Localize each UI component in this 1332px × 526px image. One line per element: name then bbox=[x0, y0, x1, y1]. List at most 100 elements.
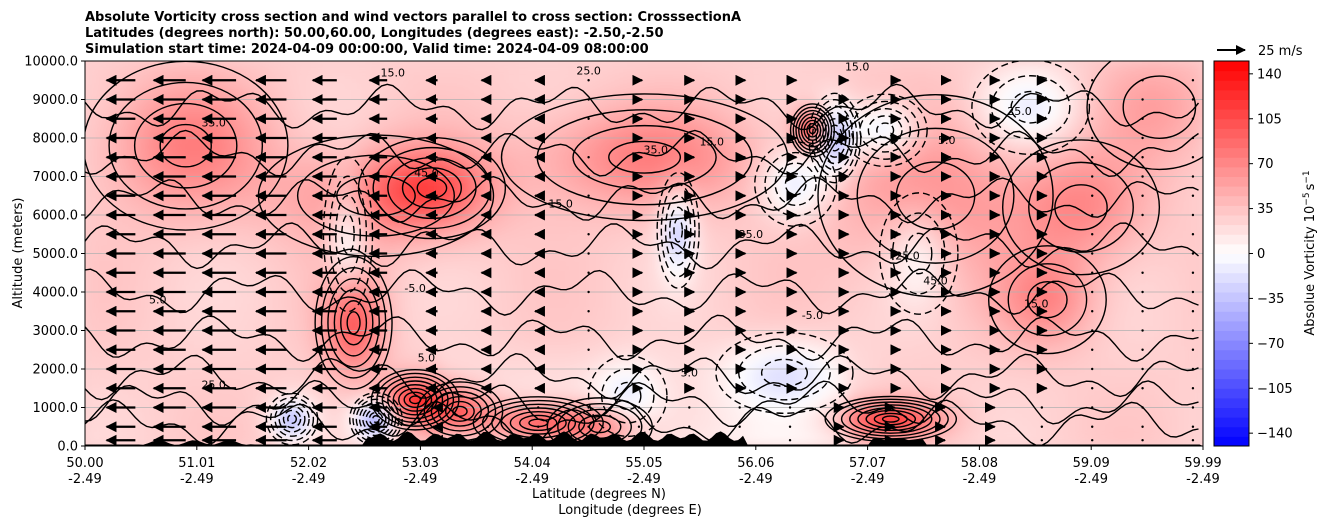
vorticity-cell bbox=[714, 291, 726, 301]
vorticity-cell bbox=[297, 168, 310, 177]
vorticity-cell bbox=[186, 306, 198, 316]
vorticity-cell bbox=[999, 391, 1011, 401]
vorticity-cell bbox=[846, 437, 858, 446]
vorticity-cell bbox=[1060, 268, 1072, 278]
vorticity-cell bbox=[480, 314, 493, 324]
vorticity-cell bbox=[206, 276, 218, 285]
vorticity-cell bbox=[846, 253, 858, 262]
vorticity-cell bbox=[267, 176, 279, 185]
vorticity-cell bbox=[287, 306, 299, 316]
vorticity-cell bbox=[541, 345, 554, 355]
vorticity-cell bbox=[745, 75, 757, 85]
vorticity-cell bbox=[989, 260, 1001, 270]
vorticity-cell bbox=[592, 337, 604, 347]
vorticity-cell bbox=[358, 314, 371, 324]
vorticity-cell bbox=[582, 245, 594, 254]
vorticity-cell bbox=[867, 253, 879, 262]
vorticity-cell bbox=[734, 145, 747, 154]
vorticity-cell bbox=[795, 237, 808, 247]
vorticity-cell bbox=[94, 414, 106, 424]
vorticity-cell bbox=[816, 391, 828, 401]
vorticity-cell bbox=[1060, 83, 1072, 93]
vorticity-cell bbox=[399, 299, 411, 308]
vorticity-cell bbox=[958, 68, 970, 77]
vorticity-cell bbox=[216, 283, 228, 293]
vorticity-cell bbox=[806, 314, 818, 324]
vorticity-cell bbox=[409, 360, 421, 370]
vorticity-cell bbox=[165, 260, 177, 270]
vorticity-cell bbox=[226, 61, 238, 70]
vorticity-cell bbox=[552, 291, 564, 301]
vorticity-cell bbox=[94, 437, 106, 446]
vorticity-cell bbox=[714, 330, 726, 339]
vorticity-cell bbox=[338, 122, 350, 131]
vorticity-cell bbox=[104, 68, 116, 77]
vorticity-cell bbox=[226, 129, 238, 139]
vorticity-cell bbox=[104, 222, 116, 231]
vorticity-cell bbox=[521, 145, 533, 154]
vorticity-cell bbox=[358, 191, 371, 201]
vorticity-cell bbox=[328, 168, 340, 177]
vorticity-cell bbox=[907, 183, 919, 193]
vorticity-cell bbox=[582, 330, 594, 339]
vorticity-cell bbox=[1070, 206, 1082, 216]
vorticity-cell bbox=[125, 291, 137, 301]
vorticity-cell bbox=[592, 99, 604, 108]
vorticity-cell bbox=[450, 145, 462, 154]
vorticity-cell bbox=[907, 191, 919, 201]
vorticity-cell bbox=[155, 299, 167, 308]
vorticity-cell bbox=[287, 345, 299, 355]
vorticity-cell bbox=[928, 114, 940, 124]
vorticity-cell bbox=[1060, 222, 1072, 231]
vorticity-cell bbox=[1039, 260, 1052, 270]
vorticity-cell bbox=[816, 99, 828, 108]
vorticity-cell bbox=[907, 75, 919, 85]
vorticity-cell bbox=[907, 383, 919, 393]
vorticity-cell bbox=[521, 322, 533, 331]
vorticity-cell bbox=[318, 430, 330, 439]
vorticity-cell bbox=[704, 253, 716, 262]
vorticity-cell bbox=[440, 168, 452, 177]
vorticity-cell bbox=[501, 360, 513, 370]
vorticity-cell bbox=[968, 245, 980, 254]
vorticity-cell bbox=[724, 214, 736, 224]
vorticity-cell bbox=[491, 337, 503, 347]
vorticity-cell bbox=[541, 299, 554, 308]
vorticity-cell bbox=[653, 422, 665, 432]
vorticity-cell bbox=[409, 276, 421, 285]
vorticity-cell bbox=[775, 91, 787, 100]
vorticity-cell bbox=[1029, 106, 1041, 116]
vorticity-cell bbox=[816, 268, 828, 278]
vorticity-cell bbox=[694, 391, 706, 401]
vorticity-cell bbox=[1070, 253, 1082, 262]
vorticity-cell bbox=[856, 106, 869, 116]
vorticity-cell bbox=[460, 183, 472, 193]
vorticity-cell bbox=[521, 345, 533, 355]
vorticity-cell bbox=[633, 206, 645, 216]
vorticity-cell bbox=[85, 368, 96, 378]
vorticity-cell bbox=[287, 152, 299, 162]
vorticity-cell bbox=[552, 83, 564, 93]
vorticity-cell bbox=[308, 353, 320, 362]
vorticity-cell bbox=[277, 437, 289, 446]
vorticity-cell bbox=[765, 237, 777, 247]
vorticity-cell bbox=[501, 114, 513, 124]
vorticity-cell bbox=[928, 83, 940, 93]
vorticity-cell bbox=[521, 160, 533, 170]
vorticity-cell bbox=[277, 322, 289, 331]
vorticity-cell bbox=[724, 206, 736, 216]
vorticity-cell bbox=[267, 391, 279, 401]
vorticity-cell bbox=[267, 199, 279, 208]
vorticity-cell bbox=[440, 276, 452, 285]
vorticity-cell bbox=[1090, 122, 1102, 131]
vorticity-cell bbox=[694, 368, 706, 378]
vorticity-cell bbox=[1029, 160, 1041, 170]
vorticity-cell bbox=[236, 68, 249, 77]
vorticity-cell bbox=[460, 191, 472, 201]
vorticity-cell bbox=[978, 268, 991, 278]
vorticity-cell bbox=[175, 314, 188, 324]
vorticity-cell bbox=[1029, 122, 1041, 131]
vorticity-cell bbox=[1009, 83, 1021, 93]
vorticity-cell bbox=[501, 106, 513, 116]
vorticity-cell bbox=[460, 299, 472, 308]
